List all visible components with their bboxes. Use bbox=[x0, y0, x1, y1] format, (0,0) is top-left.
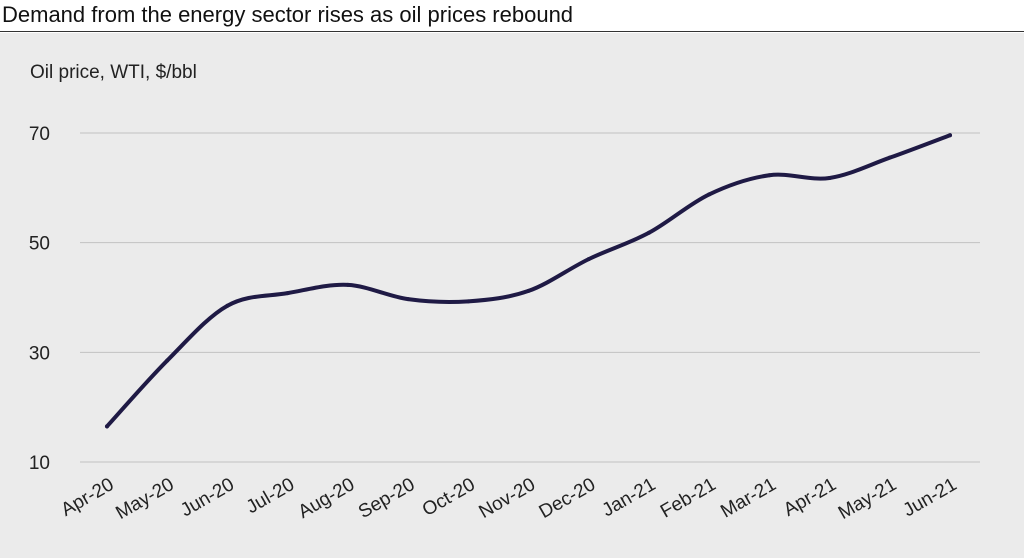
x-tick-label: Aug-20 bbox=[295, 474, 359, 523]
data-point bbox=[827, 175, 832, 180]
data-point bbox=[466, 299, 471, 304]
chart-title: Demand from the energy sector rises as o… bbox=[2, 2, 574, 27]
x-tick-label: Feb-21 bbox=[657, 474, 720, 522]
x-tick-label: Jun-20 bbox=[177, 474, 238, 521]
grid-lines bbox=[80, 132, 980, 463]
y-tick-label: 10 bbox=[29, 453, 50, 474]
data-point bbox=[586, 257, 591, 262]
y-tick-labels: 10 30 50 70 bbox=[29, 124, 50, 474]
title-divider bbox=[0, 31, 1024, 32]
x-tick-label: May-20 bbox=[112, 474, 177, 524]
series-layer bbox=[105, 133, 952, 429]
x-tick-label: Jun-21 bbox=[900, 474, 961, 521]
x-tick-label: Dec-20 bbox=[536, 474, 600, 523]
x-tick-label: Apr-20 bbox=[58, 474, 118, 521]
x-tick-label: Nov-20 bbox=[475, 474, 539, 523]
y-tick-label: 30 bbox=[29, 343, 50, 364]
data-point bbox=[165, 358, 170, 363]
y-axis-label: Oil price, WTI, $/bbl bbox=[30, 62, 197, 83]
data-point bbox=[707, 192, 712, 197]
x-tick-label: Jan-21 bbox=[599, 474, 660, 521]
x-tick-label: Apr-21 bbox=[780, 474, 840, 521]
data-point bbox=[105, 424, 109, 429]
x-tick-label: Jul-20 bbox=[243, 474, 298, 518]
data-point bbox=[767, 173, 772, 178]
x-tick-label: May-21 bbox=[835, 474, 900, 524]
data-point bbox=[646, 230, 651, 235]
data-point bbox=[345, 282, 350, 287]
y-tick-label: 70 bbox=[29, 124, 50, 145]
data-point bbox=[225, 303, 230, 308]
x-tick-label: Oct-20 bbox=[419, 474, 479, 521]
x-tick-label: Mar-21 bbox=[717, 474, 780, 522]
data-point bbox=[526, 288, 531, 293]
x-tick-label: Sep-20 bbox=[355, 474, 419, 523]
y-tick-label: 50 bbox=[29, 234, 50, 255]
series-line-0 bbox=[105, 133, 952, 429]
data-point bbox=[285, 291, 290, 296]
data-point bbox=[887, 155, 892, 160]
data-point bbox=[948, 133, 952, 138]
data-point bbox=[406, 297, 411, 302]
